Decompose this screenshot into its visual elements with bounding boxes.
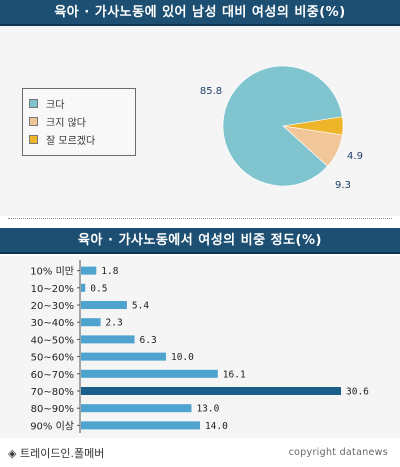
bar-category-label: 50~60% bbox=[31, 353, 74, 364]
bar-10 bbox=[81, 421, 200, 430]
bar-9 bbox=[81, 404, 192, 413]
bar-category-label: 10~20% bbox=[31, 284, 74, 295]
bar-category-label: 30~40% bbox=[31, 318, 74, 329]
bar-chart-panel bbox=[0, 256, 400, 438]
bar-category-label: 80~90% bbox=[31, 404, 74, 415]
bar-value-label: 6.3 bbox=[140, 335, 157, 346]
bar-value-label: 14.0 bbox=[205, 421, 228, 432]
bar-category-label: 20~30% bbox=[31, 301, 74, 312]
legend-swatch-large bbox=[29, 98, 38, 108]
legend-label-not-large: 크지 않다 bbox=[46, 117, 86, 129]
pie-label-not-large: 9.3 bbox=[335, 180, 351, 191]
bar-3 bbox=[81, 301, 127, 309]
bar-value-label: 2.3 bbox=[106, 318, 123, 329]
bar-category-label: 10% 미만 bbox=[30, 266, 74, 278]
bar-value-label: 16.1 bbox=[223, 369, 246, 380]
pie-chart: 85.8 9.3 4.9 bbox=[200, 65, 363, 191]
bar-value-label: 10.0 bbox=[171, 352, 194, 363]
bar-2 bbox=[81, 283, 86, 292]
legend-item-not-large: 크지 않다 bbox=[29, 112, 129, 130]
footer: ◈ 트레이드인.폴메버 copyright datanews bbox=[0, 438, 400, 467]
bar-8 bbox=[81, 387, 341, 395]
bar-5 bbox=[81, 335, 135, 344]
bar-chart-title: 육아 · 가사노동에서 여성의 비중 정도(%) bbox=[0, 228, 400, 254]
bar-category-label: 90% 이상 bbox=[30, 420, 74, 432]
legend-item-unknown: 잘 모르겠다 bbox=[29, 130, 129, 148]
bar-value-label: 30.6 bbox=[346, 387, 369, 398]
legend-label-unknown: 잘 모르겠다 bbox=[46, 135, 96, 147]
source-credit: ◈ 트레이드인.폴메버 bbox=[8, 447, 105, 460]
bar-category-label: 60~70% bbox=[31, 370, 74, 381]
pie-label-unknown: 4.9 bbox=[347, 151, 363, 162]
copyright-text: copyright datanews bbox=[288, 447, 388, 458]
bar-4 bbox=[81, 318, 101, 327]
legend-item-large: 크다 bbox=[29, 94, 129, 112]
bar-category-label: 40~50% bbox=[31, 335, 74, 346]
bar-7 bbox=[81, 369, 218, 378]
bar-value-label: 5.4 bbox=[132, 301, 149, 312]
bar-chart: 10% 미만 1.8 10~20% 0.5 20~30% 5.4 30~40% 2.3 40~5… bbox=[30, 260, 369, 433]
bar-category-label: 70~80% bbox=[31, 387, 74, 398]
section-divider bbox=[8, 218, 392, 219]
pie-chart-title: 육아 · 가사노동에 있어 남성 대비 여성의 비중(%) bbox=[0, 0, 400, 26]
legend-label-large: 크다 bbox=[46, 99, 65, 111]
bar-6 bbox=[81, 352, 166, 361]
legend-swatch-not-large bbox=[29, 116, 38, 126]
pie-slice-large bbox=[222, 65, 343, 187]
bar-value-label: 0.5 bbox=[90, 283, 107, 294]
legend-swatch-unknown bbox=[29, 134, 38, 144]
pie-legend: 크다 크지 않다 잘 모르겠다 bbox=[22, 88, 136, 156]
bar-1 bbox=[81, 266, 97, 275]
bar-value-label: 1.8 bbox=[101, 266, 118, 277]
bar-value-label: 13.0 bbox=[196, 404, 219, 415]
pie-label-large: 85.8 bbox=[200, 86, 222, 97]
